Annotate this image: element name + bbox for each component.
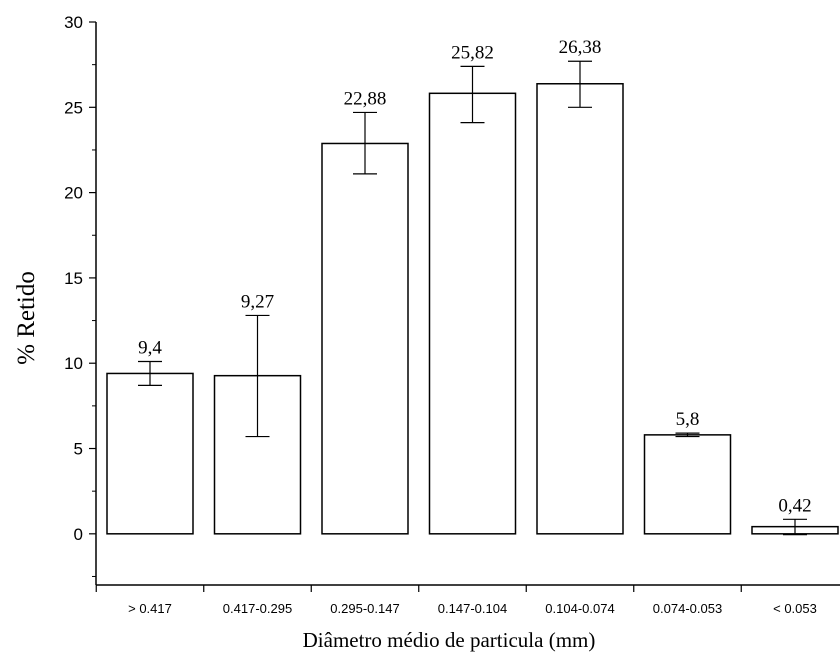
bar (428, 92, 517, 535)
plot-area: 9,4 9,27 22,88 25,82 26,38 5,8 0,42 (106, 37, 839, 536)
x-tick-label: 0.104-0.074 (545, 601, 614, 616)
y-axis-title: % Retido (13, 271, 40, 365)
x-tick-label: > 0.417 (128, 601, 172, 616)
x-tick-label: 0.295-0.147 (330, 601, 399, 616)
axes: 0 5 10 15 20 25 30 > 0.417 0.417-0.295 0.295-0.14… (64, 13, 840, 616)
x-axis-title: Diâmetro médio de particula (mm) (303, 628, 596, 652)
bar (321, 142, 409, 535)
y-tick-label: 25 (64, 98, 83, 117)
y-tick-label: 30 (64, 13, 83, 32)
y-tick-label: 5 (74, 440, 83, 459)
data-label: 9,4 (138, 338, 162, 359)
y-tick-label: 10 (64, 354, 83, 373)
x-tick-label: < 0.053 (773, 601, 817, 616)
data-label: 5,8 (676, 409, 700, 430)
data-label: 26,38 (559, 37, 602, 58)
bar (106, 372, 194, 535)
y-tick-label: 20 (64, 184, 83, 203)
data-label: 22,88 (344, 88, 387, 109)
data-label: 9,27 (241, 291, 274, 312)
x-tick-label: 0.074-0.053 (653, 601, 722, 616)
x-tick-label: 0.417-0.295 (223, 601, 292, 616)
x-tick-label: 0.147-0.104 (438, 601, 507, 616)
data-label: 25,82 (451, 42, 494, 63)
data-label: 0,42 (778, 495, 811, 516)
y-tick-label: 15 (64, 269, 83, 288)
bar (643, 434, 732, 535)
bar (536, 83, 624, 535)
y-tick-label: 0 (74, 525, 83, 544)
